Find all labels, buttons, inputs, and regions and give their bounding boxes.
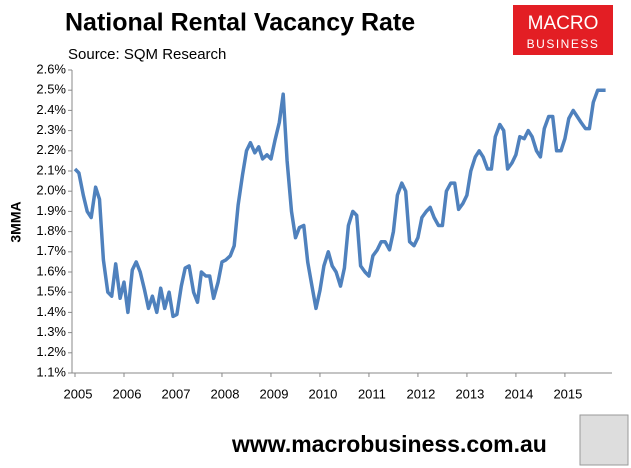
logo-line1: MACRO xyxy=(528,13,599,34)
x-tick-label: 2010 xyxy=(308,386,337,401)
x-tick-label: 2005 xyxy=(64,386,93,401)
y-tick-label: 1.9% xyxy=(36,203,66,218)
y-tick-label: 2.5% xyxy=(36,82,66,97)
y-tick-label: 2.6% xyxy=(36,61,66,76)
line-series xyxy=(73,88,606,319)
chart-title: National Rental Vacancy Rate xyxy=(65,9,415,37)
footer: www.macrobusiness.com.au xyxy=(231,431,547,457)
x-tick-label: 2015 xyxy=(553,386,582,401)
y-tick-label: 1.6% xyxy=(36,263,66,278)
y-tick-label: 2.1% xyxy=(36,162,66,177)
y-tick-label: 1.5% xyxy=(36,284,66,299)
wolf-logo xyxy=(579,414,629,466)
x-tick-label: 2009 xyxy=(260,386,289,401)
y-tick-label: 1.1% xyxy=(36,364,66,379)
y-tick-label: 1.3% xyxy=(36,324,66,339)
y-tick-label: 1.2% xyxy=(36,344,66,359)
y-tick-label: 1.8% xyxy=(36,223,66,238)
x-tick-label: 2007 xyxy=(162,386,191,401)
x-tick-label: 2008 xyxy=(211,386,240,401)
x-tick-label: 2011 xyxy=(358,386,386,401)
logo-line2: BUSINESS xyxy=(527,37,600,51)
y-tick-label: 1.7% xyxy=(36,243,66,258)
x-tick-label: 2013 xyxy=(455,386,484,401)
y-tick-label: 2.0% xyxy=(36,183,66,198)
y-tick-label: 2.3% xyxy=(36,122,66,137)
y-tick-label: 1.4% xyxy=(36,304,66,319)
x-tick-label: 2006 xyxy=(113,386,142,401)
logo-box xyxy=(513,5,613,55)
y-tick-label: 2.4% xyxy=(36,102,66,117)
y-axis-label: 3MMA xyxy=(8,201,24,242)
x-tick-label: 2012 xyxy=(406,386,435,401)
y-tick-label: 2.2% xyxy=(36,142,66,157)
x-tick-label: 2014 xyxy=(504,386,533,401)
chart-subtitle: Source: SQM Research xyxy=(68,46,226,63)
